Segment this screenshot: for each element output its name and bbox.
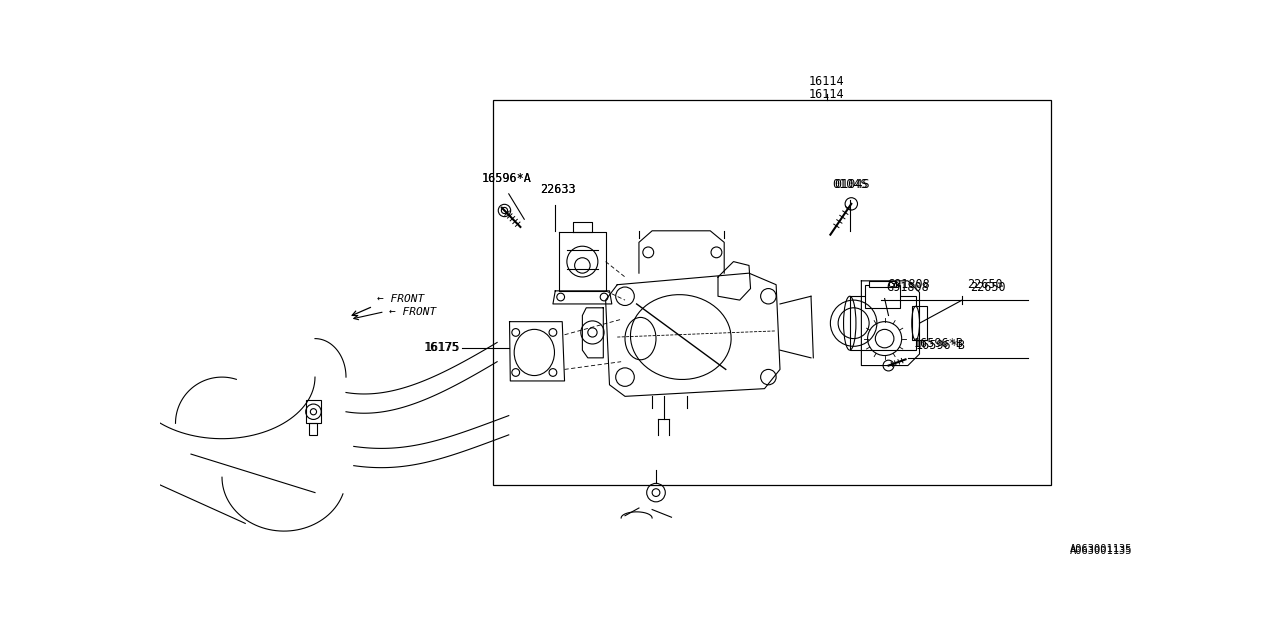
Circle shape [498, 204, 511, 216]
Bar [869, 281, 896, 287]
Text: 22650: 22650 [968, 278, 1004, 291]
Circle shape [845, 198, 858, 210]
Text: G91808: G91808 [887, 278, 929, 291]
Bar [493, 100, 1051, 485]
Bar [865, 285, 900, 308]
Text: 16114: 16114 [809, 88, 845, 100]
Text: 16175: 16175 [424, 341, 460, 355]
Bar [308, 423, 316, 435]
Text: 16596*B: 16596*B [915, 339, 965, 352]
Bar [306, 400, 321, 423]
Bar [911, 307, 927, 340]
Text: 22633: 22633 [540, 183, 576, 196]
Text: ← FRONT: ← FRONT [378, 294, 424, 304]
Text: 16175: 16175 [425, 341, 461, 355]
Text: A063001135: A063001135 [1070, 546, 1133, 556]
Circle shape [883, 360, 893, 371]
Text: G91808: G91808 [886, 281, 929, 294]
Text: 16596*A: 16596*A [481, 172, 531, 184]
Text: 16596*A: 16596*A [481, 172, 531, 184]
Text: 16596*B: 16596*B [914, 337, 963, 350]
Text: 0104S: 0104S [835, 178, 870, 191]
Text: 16114: 16114 [809, 75, 845, 88]
Text: 22633: 22633 [540, 183, 576, 196]
Text: 22650: 22650 [970, 281, 1006, 294]
Text: A063001135: A063001135 [1070, 544, 1133, 554]
Text: 0104S: 0104S [833, 178, 868, 191]
Bar [850, 296, 915, 350]
Text: ← FRONT: ← FRONT [389, 307, 436, 317]
